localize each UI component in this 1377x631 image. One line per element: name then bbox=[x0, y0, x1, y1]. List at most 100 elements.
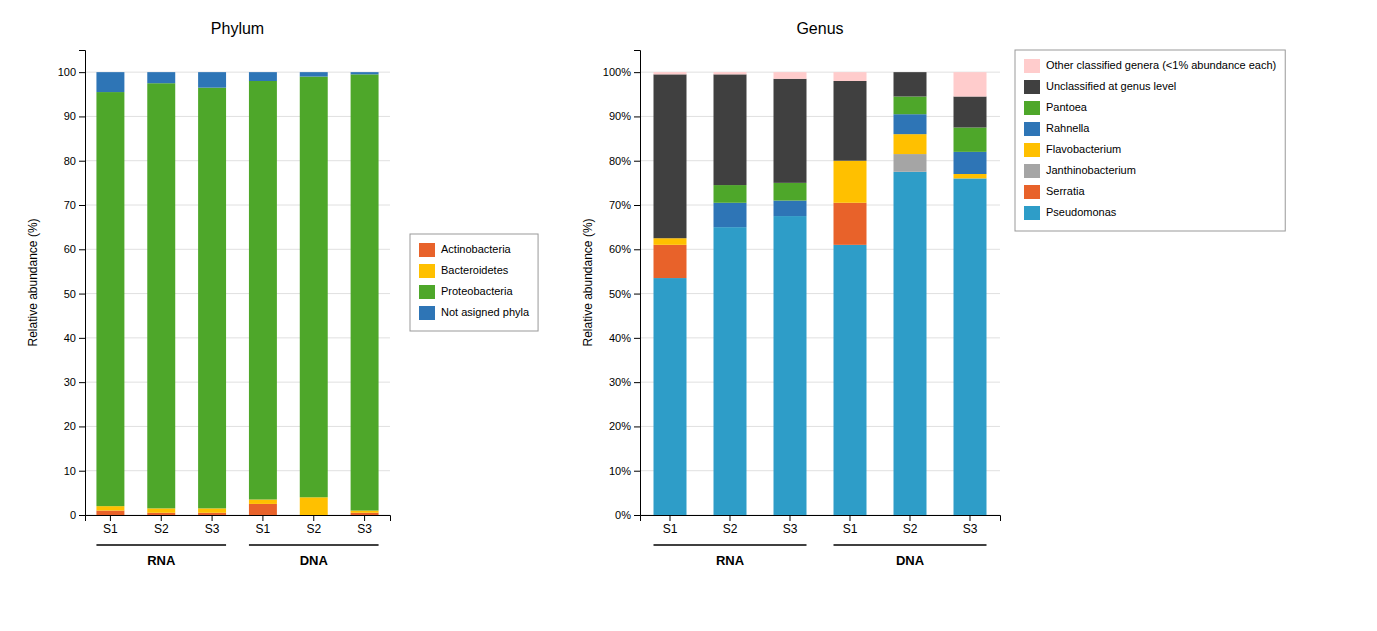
bar-segment bbox=[147, 513, 175, 515]
legend-item: Flavobacterium bbox=[1024, 143, 1121, 157]
y-tick-label: 60% bbox=[609, 243, 631, 255]
y-tick-mark bbox=[634, 72, 640, 73]
y-tick: 40 bbox=[64, 332, 85, 344]
bar-segment bbox=[198, 72, 226, 88]
chart-0: 0102030405060708090100S1S2S3S1S2S3Phylum… bbox=[26, 20, 538, 568]
legend-swatch bbox=[1024, 101, 1040, 115]
x-tick-label: S1 bbox=[256, 522, 271, 536]
y-tick-label: 10% bbox=[609, 465, 631, 477]
chart-title: Phylum bbox=[211, 20, 264, 37]
x-tick: S2 bbox=[306, 515, 321, 536]
bar-segment bbox=[954, 97, 987, 128]
x-tick: S3 bbox=[205, 515, 220, 536]
grid-line bbox=[640, 382, 1000, 383]
x-tick: S2 bbox=[723, 515, 738, 536]
bar-segment bbox=[714, 203, 747, 227]
y-tick: 90% bbox=[609, 110, 640, 122]
y-axis: 0%10%20%30%40%50%60%70%80%90%100% bbox=[603, 51, 641, 522]
bar-segment bbox=[774, 216, 807, 515]
y-tick-mark bbox=[79, 161, 85, 162]
y-tick: 30 bbox=[64, 376, 85, 388]
group-underline bbox=[834, 544, 987, 546]
group-underline bbox=[654, 544, 807, 546]
legend-label: Actinobacteria bbox=[441, 243, 512, 255]
bar-segment bbox=[351, 74, 379, 510]
legend-label: Pseudomonas bbox=[1046, 206, 1117, 218]
grid-line bbox=[85, 205, 390, 206]
y-tick-label: 0 bbox=[70, 509, 76, 521]
y-tick-label: 70% bbox=[609, 199, 631, 211]
bar-segment bbox=[774, 201, 807, 217]
grid-line bbox=[85, 337, 390, 338]
y-tick-label: 50 bbox=[64, 288, 76, 300]
x-tick-mark bbox=[730, 515, 731, 521]
y-tick: 0% bbox=[615, 509, 640, 521]
y-tick-mark bbox=[79, 205, 85, 206]
y-tick: 80% bbox=[609, 155, 640, 167]
y-tick-mark bbox=[79, 515, 85, 516]
grid-line bbox=[640, 205, 1000, 206]
bar-segment bbox=[954, 152, 987, 174]
bar-segment bbox=[834, 245, 867, 515]
y-tick: 50 bbox=[64, 288, 85, 300]
bars bbox=[96, 72, 378, 515]
legend-item: Unclassified at genus level bbox=[1024, 80, 1176, 94]
bar-segment bbox=[96, 506, 124, 510]
series bbox=[654, 172, 987, 515]
x-tick-mark bbox=[670, 515, 671, 521]
bar-segment bbox=[894, 114, 927, 134]
legend-item: Pseudomonas bbox=[1024, 206, 1117, 220]
bar-segment bbox=[894, 72, 927, 96]
y-tick-mark bbox=[79, 382, 85, 383]
series bbox=[96, 74, 378, 510]
legend-label: Janthinobacterium bbox=[1046, 164, 1136, 176]
bar-segment bbox=[774, 72, 807, 79]
legend-swatch bbox=[1024, 206, 1040, 220]
y-tick-mark bbox=[634, 294, 640, 295]
x-tick-label: S1 bbox=[663, 522, 678, 536]
group-underline bbox=[249, 544, 379, 546]
legend-item: Not asigned phyla bbox=[419, 306, 530, 320]
y-tick: 100% bbox=[603, 66, 640, 78]
legend-swatch bbox=[419, 306, 435, 320]
bar-segment bbox=[894, 134, 927, 154]
x-axis-line bbox=[86, 516, 391, 522]
legend-swatch bbox=[419, 264, 435, 278]
bar-segment bbox=[198, 513, 226, 515]
bar-segment bbox=[774, 79, 807, 183]
legend-label: Unclassified at genus level bbox=[1046, 80, 1176, 92]
bar-segment bbox=[834, 161, 867, 203]
x-tick: S3 bbox=[963, 515, 978, 536]
y-tick: 10 bbox=[64, 465, 85, 477]
y-tick-mark bbox=[634, 426, 640, 427]
x-tick-label: S1 bbox=[843, 522, 858, 536]
grid-line bbox=[85, 382, 390, 383]
bar-segment bbox=[714, 72, 747, 74]
bar-segment bbox=[834, 203, 867, 245]
bar-segment bbox=[654, 72, 687, 74]
legend-swatch bbox=[1024, 59, 1040, 73]
x-tick-label: S3 bbox=[205, 522, 220, 536]
bar-segment bbox=[954, 72, 987, 96]
y-tick-label: 20 bbox=[64, 420, 76, 432]
y-tick: 20% bbox=[609, 420, 640, 432]
legend-label: Flavobacterium bbox=[1046, 143, 1121, 155]
y-axis-line bbox=[79, 51, 86, 516]
chart-title: Genus bbox=[796, 20, 843, 37]
x-tick: S1 bbox=[843, 515, 858, 536]
group-label: RNA bbox=[716, 553, 745, 568]
y-tick-mark bbox=[634, 382, 640, 383]
grid-line bbox=[85, 293, 390, 294]
chart-1: 0%10%20%30%40%50%60%70%80%90%100%S1S2S3S… bbox=[581, 20, 1285, 568]
bar-segment bbox=[774, 183, 807, 201]
grid-line bbox=[640, 249, 1000, 250]
x-axis: S1S2S3S1S2S3 bbox=[641, 515, 1001, 536]
legend: ActinobacteriaBacteroidetesProteobacteri… bbox=[410, 234, 538, 331]
series bbox=[654, 72, 987, 238]
grid-line bbox=[640, 470, 1000, 471]
y-tick-mark bbox=[634, 515, 640, 516]
y-tick-label: 40 bbox=[64, 332, 76, 344]
legend-swatch bbox=[1024, 80, 1040, 94]
grid-line bbox=[640, 426, 1000, 427]
series bbox=[654, 134, 987, 245]
